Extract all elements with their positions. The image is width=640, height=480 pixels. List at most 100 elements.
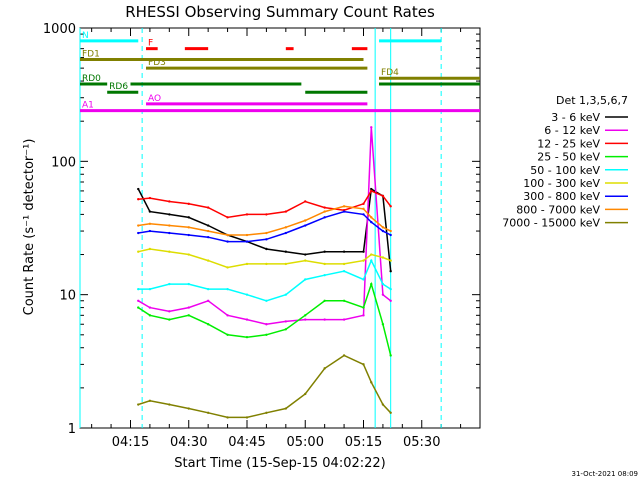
series-point: [168, 310, 171, 313]
series-point: [389, 259, 392, 262]
y-tick-label: 100: [51, 155, 76, 170]
series-point: [304, 314, 307, 317]
flag-label: A1: [82, 101, 94, 111]
series-point: [137, 287, 140, 291]
series-point: [137, 224, 140, 227]
plot-area: 1 10 100 1000 04:15 04:30 04:45 05:00 05:15 05:30…: [43, 22, 481, 450]
series-point: [148, 222, 152, 226]
flag-label: AO: [148, 94, 161, 104]
series-point: [245, 293, 249, 296]
legend-label: 300 - 800 keV: [523, 190, 600, 203]
series-point: [148, 247, 152, 251]
series-point: [265, 247, 268, 251]
legend-label: 3 - 6 keV: [551, 111, 600, 124]
series-point: [206, 206, 210, 209]
series-point: [323, 210, 326, 213]
series-point: [206, 299, 210, 302]
y-axis-label: Count Rate (s⁻¹ detector⁻¹): [22, 139, 37, 316]
series-point: [342, 262, 346, 266]
series-point: [381, 323, 385, 326]
series-point: [370, 381, 373, 384]
series-point: [304, 318, 307, 321]
series-point: [226, 266, 229, 269]
series-point: [226, 314, 229, 317]
series-point: [137, 306, 140, 309]
series-point: [148, 306, 152, 309]
series-point: [381, 226, 385, 229]
series-point: [206, 411, 210, 415]
series-point: [168, 318, 171, 321]
series-point: [265, 411, 268, 415]
series-point: [304, 200, 307, 203]
series-point: [148, 210, 152, 213]
series-line: [138, 205, 392, 236]
series-point: [342, 205, 346, 208]
series-point: [245, 233, 249, 237]
series-line: [138, 210, 392, 243]
series-line: [138, 189, 392, 219]
series-point: [323, 367, 326, 370]
series-point: [389, 287, 392, 291]
legend-title: Det 1,3,5,6,7: [556, 94, 628, 107]
y-tick-label: 1: [68, 422, 76, 437]
series-point: [168, 200, 171, 203]
series-point: [168, 213, 171, 216]
series-line: [137, 281, 392, 356]
series-point: [362, 259, 365, 262]
series-point: [370, 126, 373, 129]
series-point: [265, 299, 268, 302]
series-point: [206, 287, 210, 291]
series-point: [206, 229, 210, 233]
series-point: [381, 293, 385, 296]
series-point: [137, 187, 140, 191]
legend-label: 50 - 100 keV: [530, 164, 600, 177]
series-point: [381, 282, 385, 286]
series-point: [187, 233, 190, 237]
series-point: [265, 231, 268, 235]
series-point: [323, 216, 326, 219]
series-point: [206, 235, 210, 239]
series-point: [148, 229, 152, 233]
series-point: [362, 314, 365, 317]
series-point: [226, 240, 229, 243]
series-point: [137, 197, 140, 201]
series-point: [304, 224, 307, 227]
series-point: [284, 250, 288, 253]
series-point: [187, 253, 190, 256]
flag-label: F: [148, 39, 153, 49]
series-line: [138, 354, 392, 419]
series-point: [265, 238, 268, 241]
series-point: [206, 323, 210, 326]
series-point: [304, 392, 307, 396]
series-line: [138, 258, 392, 302]
series-point: [342, 269, 346, 273]
series-line: [137, 127, 392, 325]
series-point: [362, 306, 365, 309]
series-point: [226, 416, 229, 419]
legend-label: 100 - 300 keV: [523, 177, 600, 190]
series-point: [389, 269, 392, 273]
series-point: [304, 259, 307, 262]
flag-label: RD6: [109, 82, 128, 92]
legend-label: 7000 - 15000 keV: [502, 217, 600, 230]
chart-title: RHESSI Observing Summary Count Rates: [125, 3, 435, 21]
series-point: [187, 202, 190, 206]
series-point: [389, 354, 392, 357]
series-point: [284, 210, 288, 213]
series-point: [245, 416, 249, 419]
series-point: [389, 299, 392, 302]
series-point: [370, 253, 373, 256]
series-point: [284, 293, 288, 296]
series-point: [389, 411, 392, 415]
series-point: [362, 278, 365, 281]
y-tick-label: 10: [59, 289, 76, 304]
series-point: [148, 196, 152, 200]
series-point: [284, 231, 288, 235]
series-point: [168, 231, 171, 235]
series-point: [137, 299, 140, 302]
series-point: [370, 220, 373, 224]
series-point: [265, 262, 268, 266]
